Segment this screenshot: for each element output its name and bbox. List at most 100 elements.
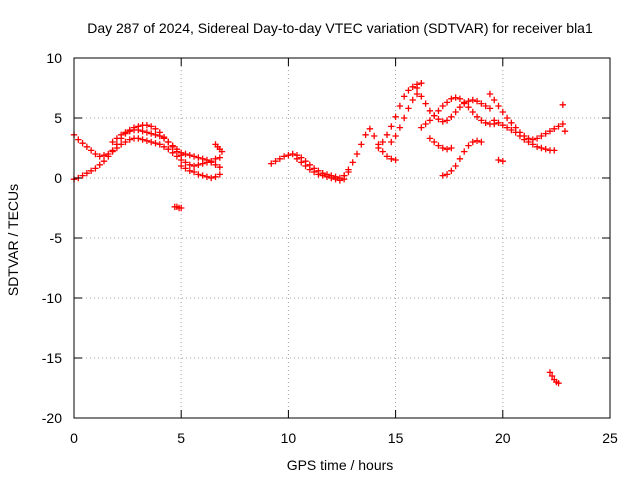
data-point [122, 138, 129, 146]
data-point [400, 114, 408, 122]
data-point [199, 172, 206, 179]
data-point [491, 96, 498, 104]
data-point [96, 153, 103, 160]
data-point [456, 95, 464, 102]
data-point [533, 143, 541, 150]
data-point [538, 132, 545, 140]
data-point [461, 99, 468, 106]
data-point [216, 171, 223, 178]
data-point [538, 144, 545, 152]
data-point [533, 135, 541, 142]
data-point [461, 148, 468, 155]
data-point [122, 129, 129, 136]
data-point [117, 131, 125, 138]
data-point [426, 117, 434, 124]
data-point [345, 166, 352, 173]
data-point [96, 161, 103, 168]
data-point [358, 141, 365, 148]
data-point [79, 172, 86, 179]
data-point [521, 136, 528, 143]
data-point [388, 138, 395, 146]
data-series [171, 203, 185, 212]
data-point [178, 162, 185, 170]
data-point [529, 141, 537, 148]
data-point [452, 108, 459, 116]
x-tick-labels: 0 5 10 15 20 25 [70, 430, 618, 446]
data-point [396, 102, 404, 110]
data-point [195, 161, 202, 168]
data-series [426, 135, 455, 153]
tick-layer [73, 57, 611, 419]
data-point [413, 84, 421, 92]
data-point [551, 125, 558, 132]
data-point [182, 159, 189, 166]
data-point [516, 132, 524, 140]
data-point [216, 164, 223, 171]
data-point [443, 171, 451, 178]
data-point [182, 165, 189, 172]
data-point [126, 128, 133, 135]
data-point [452, 94, 459, 101]
data-point [218, 148, 226, 155]
grid-layer [74, 58, 610, 418]
data-point [503, 124, 511, 131]
data-point [379, 138, 386, 146]
data-point [443, 99, 451, 106]
data-point [105, 153, 112, 160]
data-point [418, 124, 425, 131]
data-point [400, 93, 408, 100]
data-point [75, 136, 82, 143]
data-point [182, 150, 189, 158]
data-point [418, 80, 425, 87]
data-point [100, 152, 108, 159]
data-point [186, 167, 193, 174]
data-point [169, 142, 176, 149]
data-series [268, 150, 352, 182]
data-point [430, 112, 438, 119]
data-point [310, 168, 318, 176]
data-point [143, 137, 151, 144]
data-point [422, 100, 429, 107]
data-point [375, 144, 382, 152]
data-point [388, 155, 395, 162]
x-tick-label: 15 [388, 430, 404, 446]
chart-title: Day 287 of 2024, Sidereal Day-to-day VTE… [87, 20, 593, 36]
data-point [186, 152, 193, 159]
data-point [473, 98, 481, 105]
data-point [512, 129, 519, 136]
data-point [212, 161, 219, 168]
data-point [289, 150, 296, 158]
data-point [478, 117, 485, 124]
data-point [383, 153, 391, 160]
data-point [499, 122, 506, 129]
data-point [165, 138, 172, 146]
data-point [370, 132, 378, 140]
x-tick-label: 0 [70, 430, 78, 446]
data-point [147, 123, 155, 130]
data-series [293, 155, 348, 184]
data-point [353, 150, 361, 158]
data-point [473, 113, 481, 120]
data-series [375, 80, 425, 152]
data-point [272, 158, 279, 165]
data-point [409, 83, 416, 90]
data-series [546, 369, 562, 387]
data-point [392, 156, 399, 164]
data-point [486, 90, 494, 98]
data-series [388, 90, 421, 146]
data-point [443, 146, 451, 153]
y-tick-label: -5 [50, 230, 63, 246]
x-tick-label: 5 [177, 430, 185, 446]
data-point [315, 171, 322, 178]
data-point [495, 119, 502, 126]
data-point [156, 132, 163, 140]
data-point [435, 107, 442, 114]
data-point [323, 173, 331, 180]
data-point [160, 143, 168, 150]
data-point [126, 136, 133, 143]
data-point [448, 113, 455, 120]
data-point [268, 160, 275, 167]
data-point [456, 104, 464, 111]
data-point [486, 105, 494, 112]
data-point [306, 166, 314, 173]
